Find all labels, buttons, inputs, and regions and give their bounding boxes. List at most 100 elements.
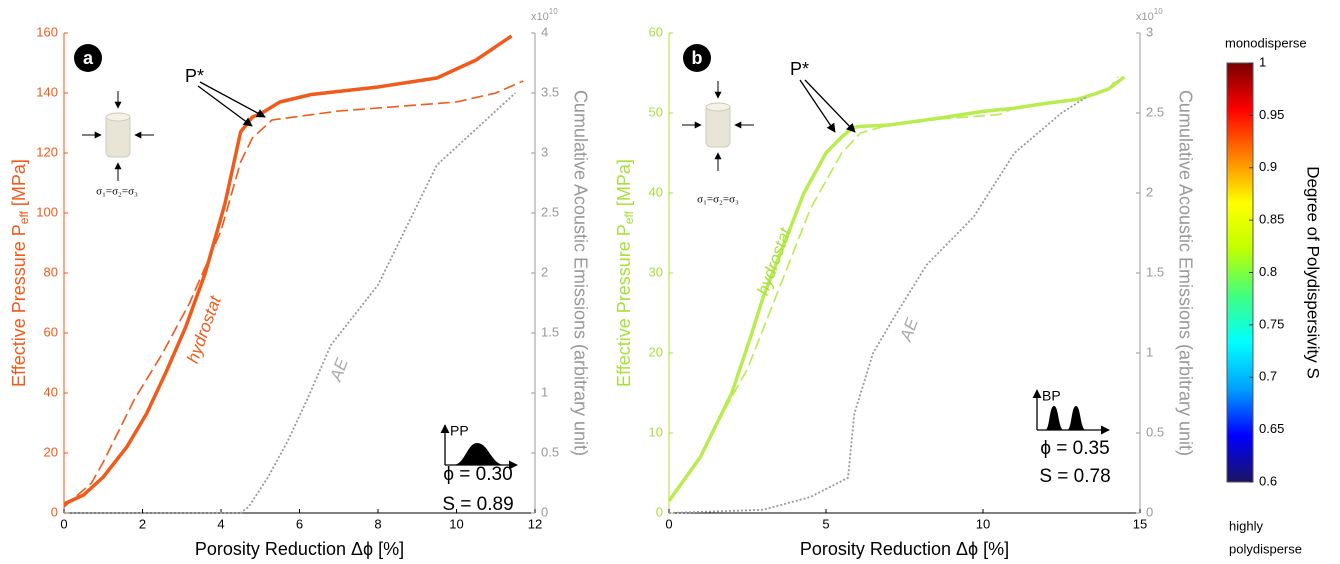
x-tick-label: 10 xyxy=(449,516,463,531)
y2-multiplier-base: x10 xyxy=(1136,11,1154,23)
x-axis-label: Porosity Reduction Δϕ [%] xyxy=(195,539,404,559)
y-axis-label-unit: [MPa] xyxy=(9,159,29,211)
peak-arrow xyxy=(804,79,856,133)
y-tick-label: 0 xyxy=(656,504,663,519)
line-label: AE xyxy=(326,355,352,384)
y2-multiplier-exp: 10 xyxy=(549,7,558,16)
y-tick-label: 0 xyxy=(51,504,58,519)
y2-tick-label: 1.5 xyxy=(541,324,559,339)
data-line xyxy=(715,76,1119,426)
panel-label: b xyxy=(692,48,703,68)
y-tick-label: 40 xyxy=(649,184,663,199)
data-line xyxy=(63,34,513,506)
y-tick-label: 20 xyxy=(649,344,663,359)
y2-multiplier: x1010 xyxy=(1136,7,1163,23)
x-tick-label: 5 xyxy=(822,516,829,531)
s-label: S = 0.89 xyxy=(442,494,513,515)
y-tick-label: 80 xyxy=(44,264,58,279)
data-line xyxy=(63,80,524,508)
phi-label: ϕ = 0.35 xyxy=(1040,438,1109,459)
y2-multiplier: x1010 xyxy=(531,7,558,23)
y-axis-label-unit: [MPa] xyxy=(614,159,634,211)
y2-tick-label: 4 xyxy=(541,24,548,39)
panel-label: a xyxy=(83,48,94,68)
stress-label: σ₁=σ₂=σ₃ xyxy=(697,194,739,206)
y-tick-label: 50 xyxy=(649,104,663,119)
y-tick-label: 100 xyxy=(36,204,58,219)
data-line xyxy=(668,96,1088,514)
y2-tick-label: 0 xyxy=(1146,504,1153,519)
colorbar-top-label: monodisperse xyxy=(1225,35,1307,50)
distribution-label: PP xyxy=(450,423,469,439)
y2-tick-label: 2.5 xyxy=(1146,104,1164,119)
x-tick-label: 0 xyxy=(665,516,672,531)
y-tick-label: 60 xyxy=(44,324,58,339)
colorbar-tick-label: 0.9 xyxy=(1259,159,1277,174)
y-axis-label-main: Effective Pressure P xyxy=(614,224,634,387)
y2-tick-label: 1.5 xyxy=(1146,264,1164,279)
x-tick-label: 15 xyxy=(1133,516,1147,531)
y2-tick-label: 3 xyxy=(541,144,548,159)
colorbar-bottom-label: polydisperse xyxy=(1229,541,1302,556)
colorbar-tick-label: 0.65 xyxy=(1259,421,1284,436)
y2-tick-label: 1 xyxy=(1146,344,1153,359)
x-tick-label: 0 xyxy=(60,516,67,531)
panel-badge xyxy=(683,44,711,72)
panel-badge xyxy=(74,44,102,72)
y-tick-label: 30 xyxy=(649,264,663,279)
y-axis-label: Effective Pressure Peff [MPa] xyxy=(614,159,636,387)
x-tick-label: 10 xyxy=(976,516,990,531)
colorbar xyxy=(1226,62,1254,483)
y-axis-label-main: Effective Pressure P xyxy=(9,224,29,387)
y-tick-label: 140 xyxy=(36,84,58,99)
colorbar-tick-label: 0.6 xyxy=(1259,473,1277,488)
x-tick-label: 2 xyxy=(139,516,146,531)
y-tick-label: 40 xyxy=(44,384,58,399)
distribution-shape xyxy=(1045,406,1086,430)
data-line xyxy=(64,92,517,514)
y-axis-label: Effective Pressure Peff [MPa] xyxy=(9,159,31,387)
s-label: S = 0.78 xyxy=(1039,466,1110,487)
distribution-label: BP xyxy=(1042,388,1061,404)
colorbar-tick-label: 0.75 xyxy=(1259,316,1284,331)
y-tick-label: 120 xyxy=(36,144,58,159)
y2-tick-label: 2 xyxy=(1146,184,1153,199)
sample-top xyxy=(705,102,731,112)
colorbar-tick-label: 1 xyxy=(1259,54,1266,69)
y2-tick-label: 0.5 xyxy=(1146,424,1164,439)
y2-tick-label: 2 xyxy=(541,264,548,279)
stress-label: σ₁=σ₂=σ₃ xyxy=(96,186,138,198)
y2-tick-label: 3 xyxy=(1146,24,1153,39)
y2-tick-label: 0 xyxy=(541,504,548,519)
peak-label: P* xyxy=(790,59,809,79)
x-tick-label: 12 xyxy=(528,516,542,531)
y2-tick-label: 0.5 xyxy=(541,444,559,459)
y-axis-label-sub: eff xyxy=(17,210,31,224)
y-tick-label: 60 xyxy=(649,24,663,39)
colorbar-tick-label: 0.95 xyxy=(1259,107,1284,122)
sample-top xyxy=(105,112,131,122)
y-tick-label: 160 xyxy=(36,24,58,39)
y2-tick-label: 2.5 xyxy=(541,204,559,219)
colorbar-tick-label: 0.8 xyxy=(1259,264,1277,279)
colorbar-tick-label: 0.7 xyxy=(1259,369,1277,384)
peak-label: P* xyxy=(185,66,204,86)
y2-multiplier-exp: 10 xyxy=(1154,7,1163,16)
x-axis-label: Porosity Reduction Δϕ [%] xyxy=(800,539,1009,559)
colorbar-tick-label: 0.85 xyxy=(1259,212,1284,227)
y-axis-label-sub: eff xyxy=(622,210,636,224)
x-tick-label: 4 xyxy=(217,516,224,531)
distribution-shape xyxy=(453,443,505,465)
colorbar-label: Degree of Polydispersivity S xyxy=(1304,166,1323,379)
x-tick-label: 6 xyxy=(296,516,303,531)
peak-arrow xyxy=(799,79,836,133)
x-tick-label: 8 xyxy=(374,516,381,531)
y-tick-label: 10 xyxy=(649,424,663,439)
y2-axis-label: Cumulative Acoustic Emissions (arbitrary… xyxy=(1175,90,1195,456)
y-tick-label: 20 xyxy=(44,444,58,459)
colorbar-bottom-label: highly xyxy=(1229,518,1263,533)
peak-arrow xyxy=(199,81,266,118)
peak-arrow xyxy=(197,85,253,127)
y2-multiplier-base: x10 xyxy=(531,11,549,23)
